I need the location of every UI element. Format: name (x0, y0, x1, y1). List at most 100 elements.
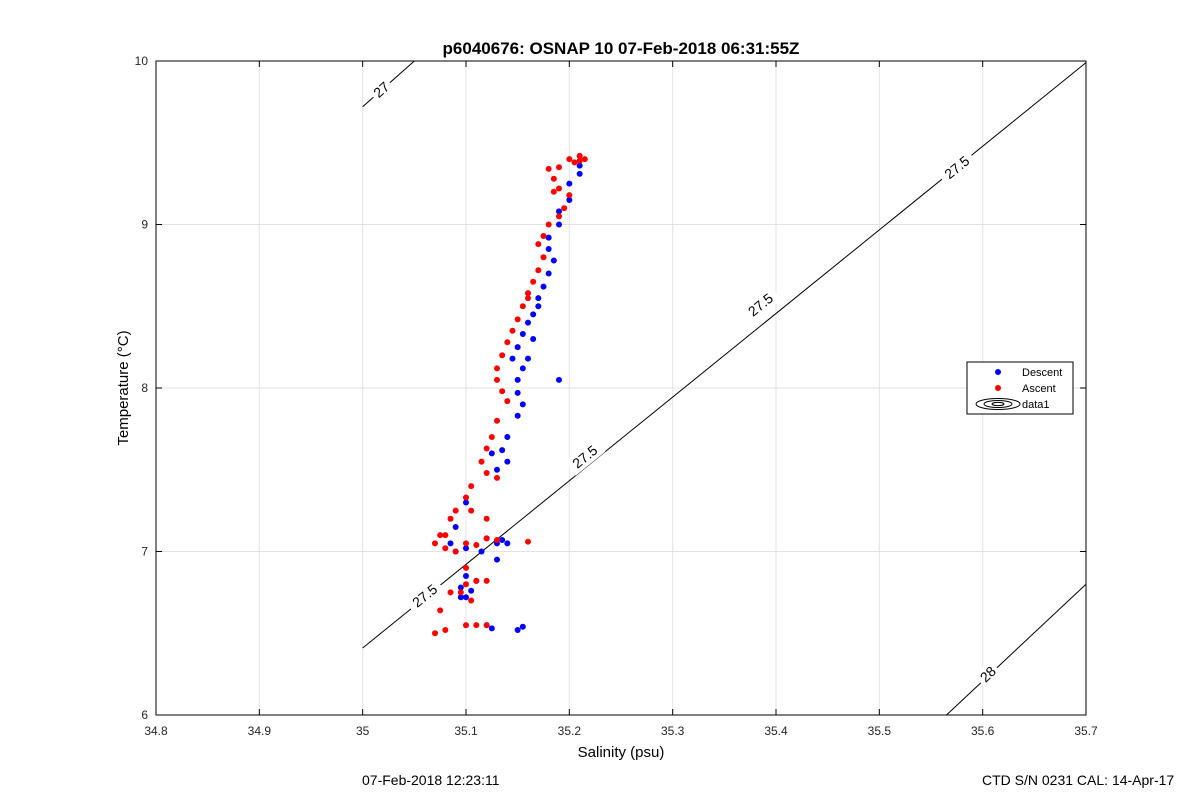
ascent-point (571, 159, 578, 166)
descent-point (519, 623, 526, 630)
ascent-point (494, 537, 500, 544)
descent-point (576, 170, 583, 177)
ascent-point (540, 232, 547, 239)
ascent-point (488, 434, 495, 441)
descent-point (457, 584, 464, 591)
descent-point (504, 540, 511, 547)
x-tick-label: 35.6 (971, 724, 995, 738)
x-tick-label: 35 (356, 724, 370, 738)
descent-point (452, 523, 459, 530)
x-tick-label: 35.7 (1074, 724, 1098, 738)
ascent-point (504, 339, 511, 346)
descent-point (556, 208, 562, 215)
legend-label-descent: Descent (1022, 367, 1062, 379)
ascent-point (432, 630, 438, 637)
contour-line (946, 583, 1087, 716)
descent-point (545, 270, 552, 277)
ascent-point (566, 192, 573, 199)
ascent-point (561, 205, 568, 212)
ticks: 34.8 34.9 35 35.1 35.2 35.3 35.4 35.5 35.6 35.7 6 7… (135, 54, 1098, 738)
descent-point (519, 401, 526, 408)
contour-label: 28 (973, 660, 1003, 689)
chart-title: p6040676: OSNAP 10 07-Feb-2018 06:31:55Z (443, 39, 800, 58)
ascent-point (447, 515, 454, 522)
descent-point (468, 587, 475, 594)
ascent-point (473, 541, 480, 548)
ascent-point (499, 388, 506, 395)
descent-point (540, 283, 547, 290)
descent-point (519, 365, 526, 372)
legend-contour-inner (991, 401, 1005, 407)
x-axis-label: Salinity (psu) (578, 744, 665, 761)
legend-marker-descent (995, 369, 1001, 375)
descent-point (504, 458, 511, 465)
ascent-point (566, 156, 573, 163)
x-tick-label: 35.5 (868, 724, 892, 738)
contour-label: 27 (367, 75, 396, 104)
descent-point (499, 447, 506, 454)
x-tick-label: 34.9 (248, 724, 272, 738)
ascent-point (457, 589, 464, 596)
ascent-point (545, 221, 552, 228)
descent-point (514, 412, 521, 419)
ascent-point (576, 157, 583, 164)
legend-label-ascent: Ascent (1022, 383, 1056, 395)
ascent-point (556, 213, 562, 220)
y-tick-label: 10 (135, 54, 149, 68)
descent-point (535, 303, 542, 310)
ascent-point (463, 622, 469, 629)
descent-point (457, 594, 464, 601)
descent-point (504, 434, 511, 441)
descent-point (545, 234, 552, 241)
descent-point (514, 626, 521, 633)
descent-point (488, 625, 495, 632)
ascent-point (483, 470, 490, 477)
descent-point (566, 196, 573, 203)
descent-point (576, 162, 583, 169)
descent-point (514, 389, 521, 396)
x-tick-label: 35.2 (558, 724, 582, 738)
ascent-point (478, 458, 485, 465)
legend-marker-ascent (995, 385, 1001, 391)
ascent-point (576, 152, 583, 159)
ascent-point (483, 445, 490, 452)
ascent-point (550, 188, 557, 195)
contour-label-bg (936, 148, 978, 187)
x-tick-label: 35.4 (764, 724, 788, 738)
descent-point (556, 221, 562, 228)
descent-point (530, 335, 537, 342)
ascent-point (509, 327, 516, 334)
descent-point (509, 355, 516, 362)
descent-point (525, 319, 531, 326)
descent-point (494, 466, 500, 473)
ascent-point (452, 548, 459, 555)
descent-point (519, 331, 526, 338)
x-tick-label: 34.8 (144, 724, 168, 738)
ascent-point (473, 622, 480, 629)
ascent-point (556, 185, 562, 192)
ascent-point (483, 577, 490, 584)
data-points (432, 152, 588, 637)
ascent-point (463, 581, 469, 588)
ascent-point (463, 540, 469, 547)
ascent-point (556, 164, 562, 171)
ascent-point (494, 365, 500, 372)
ascent-point (463, 564, 469, 571)
descent-point (550, 257, 557, 264)
ascent-point (550, 175, 557, 182)
descent-point (463, 573, 469, 580)
ascent-point (447, 589, 454, 596)
descent-point (488, 450, 495, 457)
legend-label-data1: data1 (1022, 399, 1050, 411)
descent-point (514, 376, 521, 383)
ascent-point (504, 398, 511, 405)
ascent-point (535, 241, 542, 248)
contour-label: 27.5 (936, 148, 978, 187)
contour-label-bg (564, 437, 606, 476)
descent-point (556, 376, 562, 383)
y-tick-label: 8 (141, 381, 148, 395)
ascent-point (452, 507, 459, 514)
ascent-point (499, 352, 506, 359)
descent-point (478, 548, 485, 555)
ascent-point (432, 540, 438, 547)
